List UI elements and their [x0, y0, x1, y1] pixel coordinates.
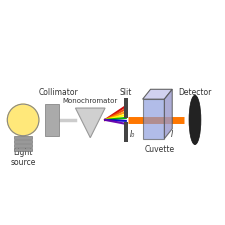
Text: Slit: Slit — [120, 88, 132, 97]
Bar — [45, 104, 59, 136]
Ellipse shape — [189, 95, 201, 145]
Bar — [14, 148, 32, 151]
Polygon shape — [75, 108, 105, 138]
Text: Light
source: Light source — [10, 148, 36, 167]
Text: Monochromator: Monochromator — [63, 98, 118, 104]
Text: I: I — [171, 130, 173, 139]
Bar — [124, 98, 128, 118]
Polygon shape — [143, 89, 172, 99]
Text: Cuvette: Cuvette — [144, 145, 174, 154]
Text: Detector: Detector — [178, 88, 212, 97]
Text: I₀: I₀ — [130, 130, 135, 139]
Bar — [124, 122, 128, 142]
Bar — [14, 144, 32, 146]
Circle shape — [7, 104, 39, 136]
Bar — [143, 99, 164, 139]
Bar — [14, 136, 32, 139]
Text: Collimator: Collimator — [39, 88, 79, 97]
Polygon shape — [164, 89, 172, 139]
Bar — [14, 140, 32, 143]
